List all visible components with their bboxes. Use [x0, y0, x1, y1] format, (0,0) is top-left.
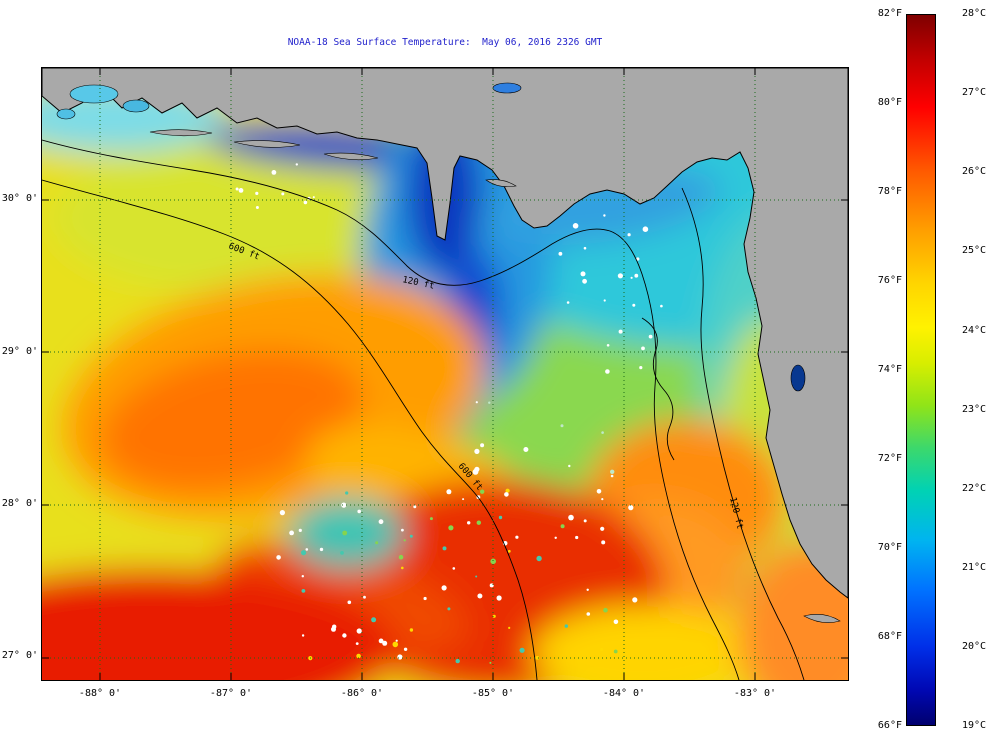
colorbar-f-label: 82°F: [877, 8, 902, 19]
map-title: NOAA-18 Sea Surface Temperature: May 06,…: [287, 37, 603, 48]
colorbar-c-label: 28°C: [962, 8, 987, 19]
depth-contours: [42, 139, 805, 680]
coastal-lakes: [56, 82, 806, 392]
lon-tick-label: -84° 0': [602, 688, 646, 699]
colorbar-f-label: 72°F: [877, 453, 902, 464]
lat-tick-label: 27° 0': [1, 650, 38, 661]
lon-tick-label: -87° 0': [209, 688, 253, 699]
map-plot-area: 600 ft 120 ft 600 ft 120 ft: [41, 67, 849, 681]
barrier-islands: [149, 129, 841, 623]
lon-tick-label: -86° 0': [340, 688, 384, 699]
colorbar-c-label: 26°C: [962, 166, 987, 177]
depth-contour-600ft: [42, 179, 538, 680]
lon-tick-label: -88° 0': [78, 688, 122, 699]
lon-tick-label: -85° 0': [471, 688, 515, 699]
lon-tick-label: -83° 0': [733, 688, 777, 699]
colorbar-c-label: 20°C: [962, 641, 987, 652]
depth-contour-120ft: [42, 139, 740, 680]
depth-contour-east-shelf: [681, 187, 805, 680]
colorbar-gradient: [906, 14, 936, 726]
colorbar-f-label: 80°F: [877, 97, 902, 108]
cloud-specks: [235, 163, 663, 664]
colorbar-f-label: 78°F: [877, 186, 902, 197]
sst-map-svg: 600 ft 120 ft 600 ft 120 ft: [42, 68, 848, 680]
colorbar-c-label: 23°C: [962, 404, 987, 415]
lat-tick-label: 29° 0': [1, 346, 38, 357]
colorbar-f-label: 70°F: [877, 542, 902, 553]
colorbar-c-label: 21°C: [962, 562, 987, 573]
depth-contour-squiggle: [641, 317, 675, 461]
colorbar-f-label: 74°F: [877, 364, 902, 375]
colorbar-c-label: 22°C: [962, 483, 987, 494]
axis-ticks: [42, 68, 848, 680]
colorbar-f-label: 76°F: [877, 275, 902, 286]
colorbar-c-label: 25°C: [962, 245, 987, 256]
lat-tick-label: 28° 0': [1, 498, 38, 509]
lat-tick-label: 30° 0': [1, 193, 38, 204]
colorbar-c-label: 24°C: [962, 325, 987, 336]
colorbar-f-label: 66°F: [877, 720, 902, 731]
colorbar-f-label: 68°F: [877, 631, 902, 642]
colorbar-c-label: 27°C: [962, 87, 987, 98]
colorbar-c-label: 19°C: [962, 720, 987, 731]
